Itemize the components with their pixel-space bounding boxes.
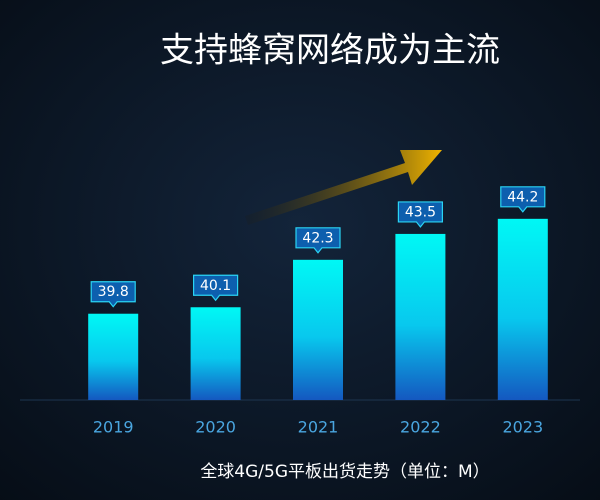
- value-label-box: [500, 186, 546, 213]
- trend-arrow: [245, 150, 442, 225]
- bar: [497, 218, 548, 400]
- value-label: 39.8: [98, 284, 129, 300]
- x-tick-label: 2020: [195, 418, 236, 437]
- bar: [190, 307, 241, 400]
- value-label-box: [193, 274, 239, 302]
- bar: [293, 259, 343, 400]
- value-label: 40.1: [200, 278, 231, 294]
- x-tick-label: 2021: [298, 418, 339, 437]
- x-tick-label: 2022: [400, 418, 441, 437]
- chart-title: 支持蜂窝网络成为主流: [160, 31, 500, 71]
- value-label-box: [295, 227, 341, 254]
- value-label-box: [397, 201, 443, 228]
- caption: 全球4G/5G平板出货走势（单位：M）: [200, 462, 489, 482]
- value-label: 44.2: [507, 189, 538, 205]
- value-label-box: [90, 281, 136, 308]
- x-tick-label: 2023: [502, 418, 543, 437]
- bar: [88, 313, 139, 400]
- bar: [395, 233, 446, 400]
- value-label: 42.3: [302, 230, 333, 246]
- x-tick-label: 2019: [93, 418, 134, 437]
- value-label: 43.5: [405, 204, 436, 220]
